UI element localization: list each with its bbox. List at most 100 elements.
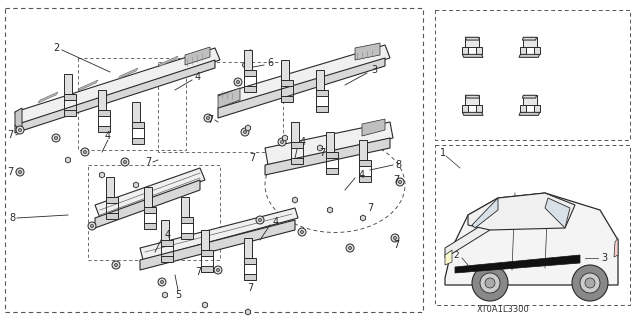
- Circle shape: [112, 261, 120, 269]
- Polygon shape: [140, 208, 298, 260]
- Polygon shape: [201, 266, 213, 272]
- Circle shape: [115, 263, 118, 266]
- Polygon shape: [218, 88, 240, 108]
- Circle shape: [19, 170, 22, 174]
- Polygon shape: [65, 157, 70, 163]
- Polygon shape: [534, 47, 540, 54]
- Polygon shape: [78, 80, 98, 91]
- Polygon shape: [614, 238, 618, 257]
- Polygon shape: [106, 177, 114, 197]
- Text: 8: 8: [395, 160, 401, 170]
- Circle shape: [158, 278, 166, 286]
- Circle shape: [216, 269, 220, 271]
- Polygon shape: [519, 54, 540, 57]
- Polygon shape: [64, 94, 76, 100]
- Bar: [88, 165, 220, 260]
- Text: 4: 4: [195, 72, 201, 82]
- Text: 4: 4: [300, 137, 306, 147]
- Text: 6: 6: [267, 58, 273, 68]
- Polygon shape: [520, 47, 526, 54]
- Polygon shape: [244, 238, 252, 258]
- Polygon shape: [201, 250, 213, 256]
- Polygon shape: [522, 37, 537, 40]
- Polygon shape: [326, 132, 334, 152]
- Polygon shape: [132, 102, 140, 122]
- Circle shape: [480, 273, 500, 293]
- Polygon shape: [359, 160, 371, 166]
- Polygon shape: [455, 255, 580, 273]
- Circle shape: [121, 158, 129, 166]
- Text: 2: 2: [53, 43, 59, 53]
- Circle shape: [204, 114, 212, 122]
- Polygon shape: [360, 215, 365, 221]
- Polygon shape: [95, 168, 205, 218]
- Circle shape: [259, 219, 262, 221]
- Polygon shape: [462, 112, 483, 115]
- Polygon shape: [185, 47, 210, 65]
- Circle shape: [207, 116, 209, 120]
- Polygon shape: [244, 258, 256, 264]
- Polygon shape: [465, 95, 479, 98]
- Text: 8: 8: [9, 213, 15, 223]
- Polygon shape: [98, 110, 110, 116]
- Polygon shape: [524, 95, 537, 105]
- Circle shape: [16, 126, 24, 134]
- Text: 7: 7: [247, 283, 253, 293]
- Polygon shape: [132, 122, 144, 128]
- Polygon shape: [316, 106, 328, 112]
- Polygon shape: [316, 70, 324, 90]
- Circle shape: [399, 181, 401, 183]
- Polygon shape: [472, 198, 498, 228]
- Polygon shape: [106, 213, 118, 219]
- Bar: [158, 62, 283, 152]
- Polygon shape: [118, 68, 138, 79]
- Circle shape: [580, 273, 600, 293]
- Polygon shape: [291, 142, 303, 148]
- Circle shape: [83, 151, 86, 153]
- Polygon shape: [476, 47, 482, 54]
- Polygon shape: [445, 193, 618, 285]
- Circle shape: [214, 266, 222, 274]
- Polygon shape: [218, 58, 385, 118]
- Polygon shape: [140, 220, 295, 270]
- Polygon shape: [158, 56, 178, 67]
- Circle shape: [52, 134, 60, 142]
- Text: 7: 7: [367, 203, 373, 213]
- Polygon shape: [317, 145, 323, 151]
- Bar: [435, 10, 630, 140]
- Polygon shape: [38, 92, 58, 103]
- Circle shape: [124, 160, 127, 164]
- Circle shape: [301, 231, 303, 234]
- Polygon shape: [64, 74, 72, 94]
- Polygon shape: [281, 60, 289, 80]
- Polygon shape: [292, 197, 298, 203]
- Text: 7: 7: [207, 115, 213, 125]
- Polygon shape: [326, 168, 338, 174]
- Polygon shape: [133, 182, 139, 188]
- Polygon shape: [163, 292, 168, 298]
- Polygon shape: [144, 207, 156, 213]
- Circle shape: [16, 168, 24, 176]
- Polygon shape: [98, 90, 106, 110]
- Circle shape: [349, 247, 351, 249]
- Polygon shape: [281, 80, 293, 86]
- Polygon shape: [462, 105, 468, 112]
- Circle shape: [19, 129, 22, 131]
- Polygon shape: [181, 217, 193, 223]
- Polygon shape: [462, 47, 468, 54]
- Polygon shape: [291, 122, 299, 142]
- Polygon shape: [468, 193, 575, 230]
- Text: 5: 5: [175, 290, 181, 300]
- Polygon shape: [359, 176, 371, 182]
- Polygon shape: [161, 220, 169, 240]
- Polygon shape: [95, 180, 200, 228]
- Circle shape: [280, 140, 284, 144]
- Polygon shape: [15, 48, 220, 125]
- Circle shape: [81, 148, 89, 156]
- Polygon shape: [244, 274, 256, 280]
- Circle shape: [396, 178, 404, 186]
- Text: 7: 7: [7, 167, 13, 177]
- Text: 7: 7: [249, 153, 255, 163]
- Polygon shape: [161, 240, 173, 246]
- Polygon shape: [359, 140, 367, 160]
